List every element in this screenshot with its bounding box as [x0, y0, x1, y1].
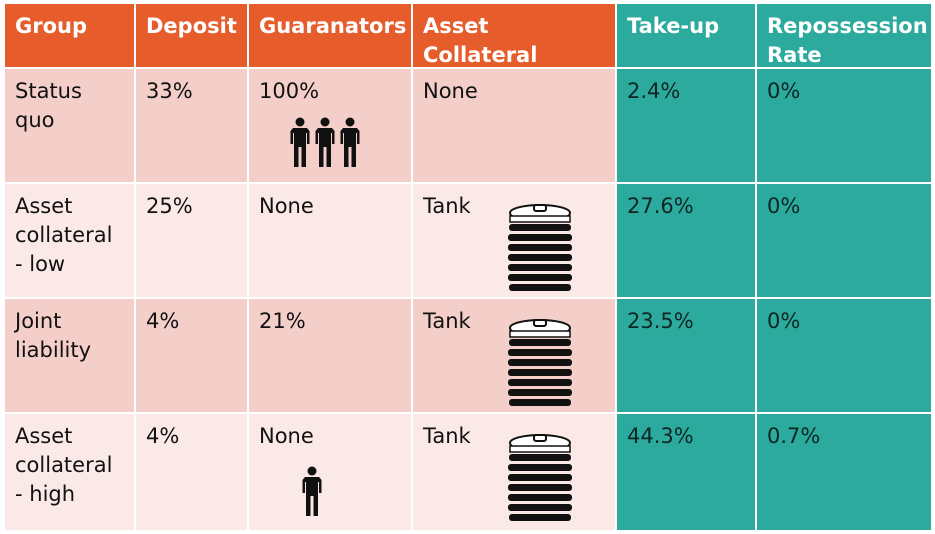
header-take-up: Take-up [617, 4, 757, 69]
water-tank-icon [507, 319, 573, 407]
cell-text: 23.5% [627, 309, 694, 333]
cell-text: 4% [146, 424, 180, 448]
table-row-1-repossession: 0% [757, 69, 931, 184]
cell-text: 0% [767, 79, 801, 103]
table-row-1-takeup: 2.4% [617, 69, 757, 184]
table-row-3-collateral: Tank [413, 299, 617, 414]
cell-text: None [259, 424, 314, 448]
header-repossession-rate: Repossession Rate [757, 4, 931, 69]
table-row-1-group: Status quo [5, 69, 136, 184]
table-row-3-repossession: 0% [757, 299, 931, 414]
results-table: Group Deposit Guaranators Asset Collater… [5, 4, 931, 530]
cell-text: Status quo [15, 79, 82, 132]
header-asset-collateral-label: Asset Collateral [423, 14, 538, 67]
cell-text: 21% [259, 309, 306, 333]
cell-text: None [423, 79, 478, 103]
table-row-2-deposit: 25% [136, 184, 249, 299]
water-tank-icon [507, 434, 573, 522]
header-group: Group [5, 4, 136, 69]
cell-text: Tank [423, 194, 471, 218]
cell-text: Asset collateral - high [15, 424, 113, 506]
cell-text: 4% [146, 309, 180, 333]
header-group-label: Group [15, 14, 88, 38]
table-row-2-collateral: Tank [413, 184, 617, 299]
table-row-1-collateral: None [413, 69, 617, 184]
header-deposit: Deposit [136, 4, 249, 69]
cell-text: Tank [423, 309, 471, 333]
table-row-4-repossession: 0.7% [757, 414, 931, 530]
cell-text: 44.3% [627, 424, 694, 448]
table-row-1-deposit: 33% [136, 69, 249, 184]
cell-text: Asset collateral - low [15, 194, 113, 276]
header-asset-collateral: Asset Collateral [413, 4, 617, 69]
table-row-2-repossession: 0% [757, 184, 931, 299]
table-row-2-takeup: 27.6% [617, 184, 757, 299]
table-row-4-collateral: Tank [413, 414, 617, 530]
three-people-icon [290, 117, 360, 167]
cell-text: Tank [423, 424, 471, 448]
cell-text: 25% [146, 194, 193, 218]
header-guarantors-label: Guaranators [259, 14, 407, 38]
cell-text: Joint liability [15, 309, 92, 362]
header-repossession-rate-label: Repossession Rate [767, 14, 928, 67]
water-tank-icon [507, 204, 573, 292]
table-row-2-group: Asset collateral - low [5, 184, 136, 299]
cell-text: 100% [259, 79, 320, 103]
cell-text: 33% [146, 79, 193, 103]
cell-text: 0% [767, 194, 801, 218]
table-row-4-takeup: 44.3% [617, 414, 757, 530]
table-row-1-guarantors: 100% [249, 69, 413, 184]
cell-text: None [259, 194, 314, 218]
table-row-4-deposit: 4% [136, 414, 249, 530]
cell-text: 0.7% [767, 424, 821, 448]
table-row-4-guarantors: None [249, 414, 413, 530]
table-row-4-group: Asset collateral - high [5, 414, 136, 530]
header-take-up-label: Take-up [627, 14, 720, 38]
single-person-icon [302, 466, 322, 516]
table-row-2-guarantors: None [249, 184, 413, 299]
table-row-3-group: Joint liability [5, 299, 136, 414]
header-deposit-label: Deposit [146, 14, 237, 38]
cell-text: 2.4% [627, 79, 681, 103]
cell-text: 0% [767, 309, 801, 333]
table-row-3-takeup: 23.5% [617, 299, 757, 414]
table-row-3-deposit: 4% [136, 299, 249, 414]
header-guarantors: Guaranators [249, 4, 413, 69]
cell-text: 27.6% [627, 194, 694, 218]
table-row-3-guarantors: 21% [249, 299, 413, 414]
